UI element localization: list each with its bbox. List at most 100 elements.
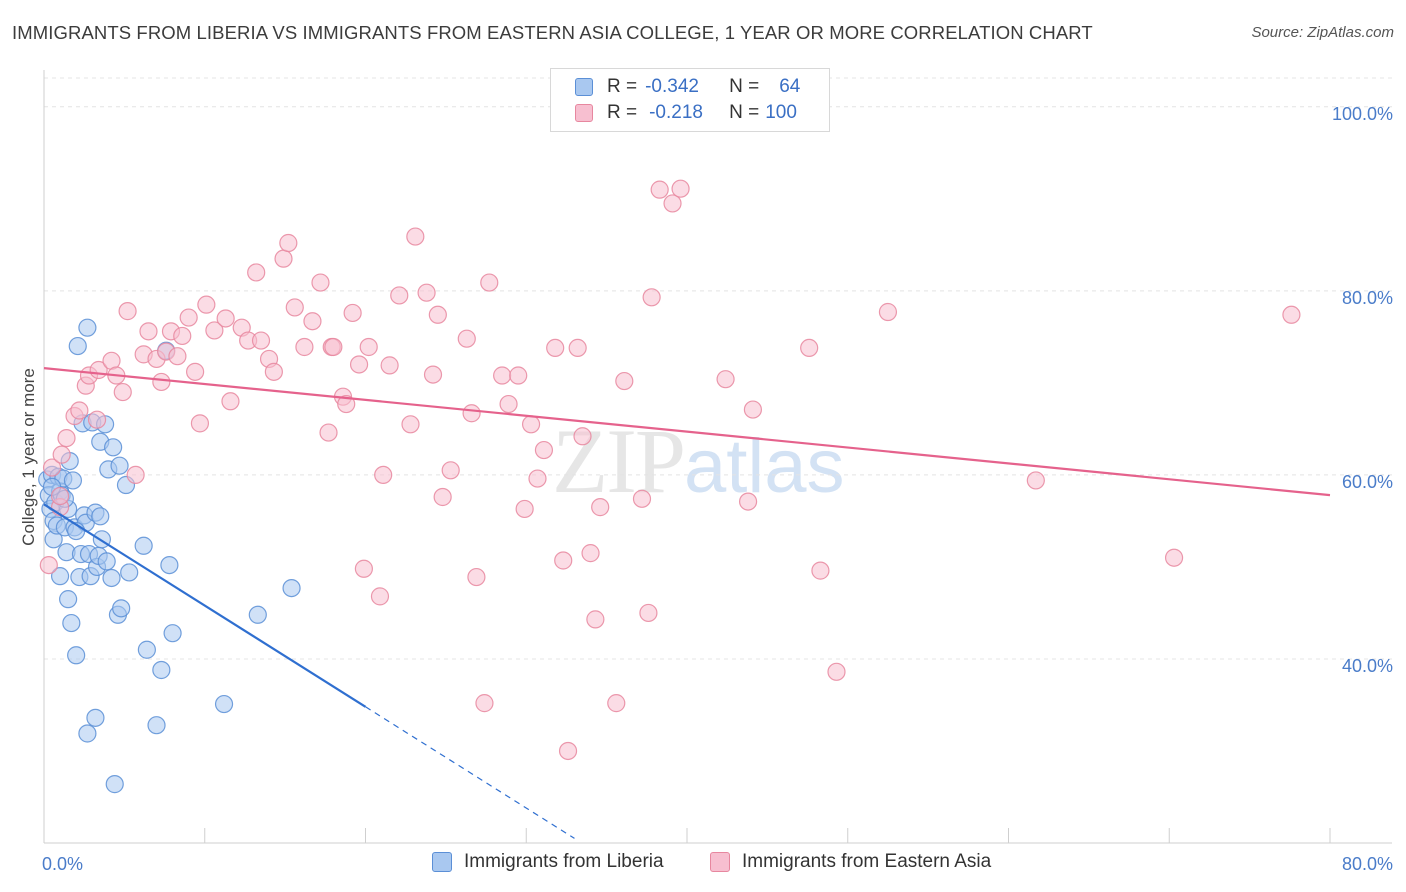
source-credit: Source: ZipAtlas.com [1251,24,1394,41]
data-point [349,355,369,374]
data-point [343,303,362,323]
data-point [632,489,652,508]
data-point [558,741,578,761]
stats-legend-row-eastern-asia: R = -0.218 N = 100 [575,100,797,126]
data-point [216,309,235,328]
data-point [97,552,116,571]
data-point [248,605,267,624]
data-point [324,337,343,357]
n-label: N = [729,76,760,97]
data-point [152,660,171,680]
data-point [827,662,846,681]
data-point [467,567,486,587]
data-point [179,308,198,327]
data-point [671,179,690,198]
data-point [42,458,62,477]
data-point [152,372,171,392]
data-point [57,428,76,448]
data-point [573,427,592,446]
n-label: N = [729,102,760,123]
data-point [354,559,373,578]
data-point [285,298,304,317]
data-point [91,507,110,526]
data-point [663,194,682,213]
data-point [120,563,139,582]
data-point [311,273,330,292]
data-point [568,338,587,358]
data-point [359,337,378,357]
data-point [102,568,121,588]
data-point [87,410,107,429]
data-point [1164,548,1184,567]
data-point [462,404,481,423]
data-point [59,590,78,609]
trend-line [43,367,1331,497]
data-point [86,708,105,727]
data-point [190,414,210,433]
data-point [650,180,669,199]
eastern-asia-swatch [575,104,593,122]
data-point [878,302,898,322]
data-point [63,471,83,490]
data-point [50,486,70,506]
x-tick-label: 80.0% [1342,854,1393,874]
data-point [78,318,97,337]
data-point [274,249,293,268]
data-point [374,465,393,485]
data-point [303,312,322,331]
data-point [295,337,314,357]
r-value: -0.218 [649,102,703,123]
data-point [139,322,158,341]
data-point [417,283,436,302]
data-point [554,551,573,570]
r-value: -0.342 [645,76,699,97]
data-point [104,438,123,457]
eastern-asia-legend-label: Immigrants from Eastern Asia [742,851,992,872]
liberia-legend-label: Immigrants from Liberia [464,851,664,872]
data-point [163,624,182,643]
y-tick-label: 80.0% [1342,288,1393,308]
n-value: 100 [765,102,797,123]
data-point [319,423,338,442]
data-point [118,302,137,321]
data-point [67,646,86,665]
n-value: 64 [779,76,801,97]
data-point [282,578,301,598]
data-point [39,555,58,575]
data-point [370,587,390,606]
data-point [112,599,131,618]
data-point [221,392,240,411]
data-point [586,610,605,629]
legend-item-liberia: Immigrants from Liberia [432,851,664,873]
data-point [581,544,600,563]
data-point [716,370,735,389]
data-point [743,400,763,419]
chart-title: IMMIGRANTS FROM LIBERIA VS IMMIGRANTS FR… [12,22,1093,43]
data-point [279,233,298,253]
data-point [197,295,216,314]
data-point [62,613,81,633]
data-point [534,440,554,460]
liberia-legend-swatch [432,852,452,872]
stats-legend-row-liberia: R = -0.342 N = 64 [575,74,800,100]
data-point [134,536,153,555]
data-point [160,555,179,575]
data-point [457,329,476,348]
data-point [441,461,460,480]
data-point [642,288,661,307]
data-point [251,331,271,350]
liberia-swatch [575,78,593,96]
data-point [499,394,518,414]
data-point [1282,305,1301,324]
data-point [52,445,71,464]
data-point [50,567,70,586]
trend-line [43,503,367,708]
data-point [615,371,634,391]
data-point [205,321,224,340]
trend-line-extension [365,706,575,839]
data-point [337,394,356,414]
data-point [137,640,156,659]
y-tick-label: 60.0% [1342,472,1393,492]
data-point [186,362,205,381]
